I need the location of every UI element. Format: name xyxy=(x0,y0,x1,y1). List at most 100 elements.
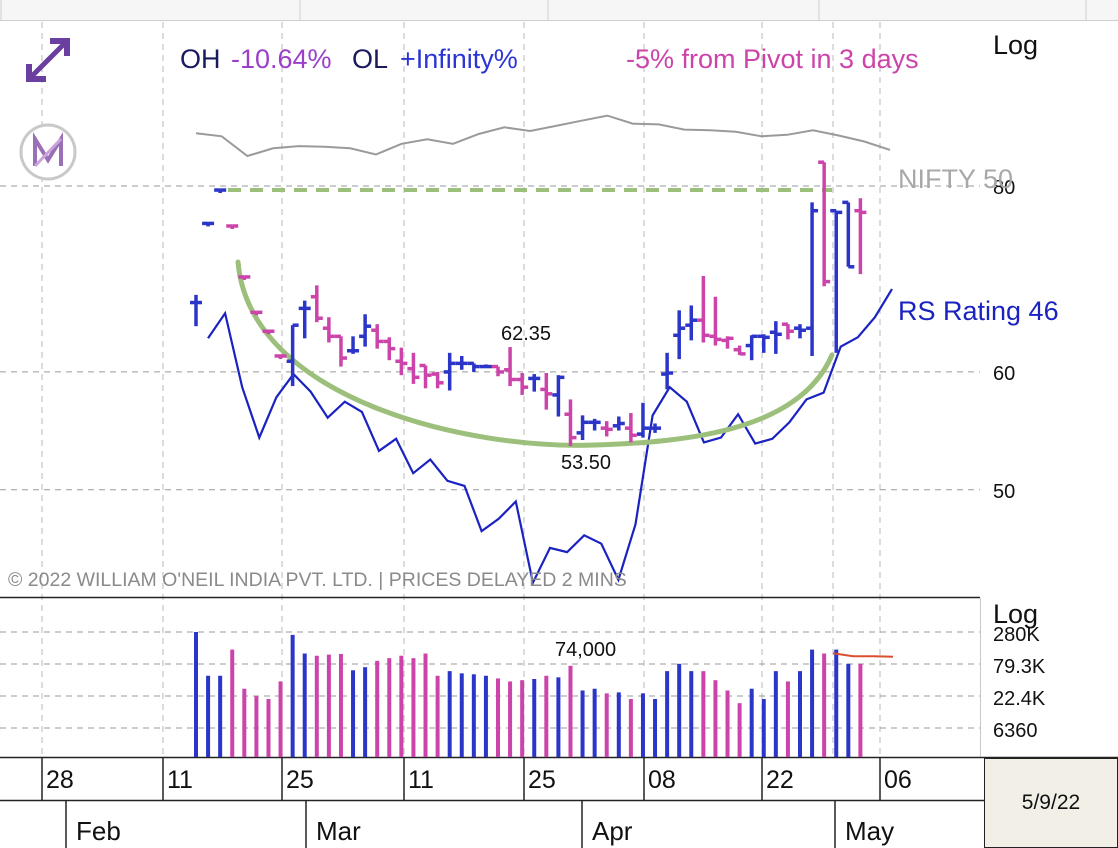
volume-bar xyxy=(471,674,476,757)
volume-bar xyxy=(665,671,670,757)
volume-bar xyxy=(810,649,815,757)
volume-bar xyxy=(580,690,585,757)
volume-bar xyxy=(375,660,380,757)
price-bar xyxy=(733,345,746,356)
price-bar xyxy=(576,415,589,441)
x-month-label-1: Mar xyxy=(316,816,361,846)
annotation-low: 53.50 xyxy=(561,452,611,474)
price-tick-label-0: 50 xyxy=(993,481,1015,503)
selected-date: 5/9/22 xyxy=(1021,791,1081,814)
price-bar xyxy=(407,352,420,384)
volume-bar xyxy=(761,699,766,757)
price-axis-ticks: 50 60 80 xyxy=(993,177,1015,503)
price-bar xyxy=(830,208,843,353)
x-day-label-6: 22 xyxy=(766,766,794,794)
price-bar xyxy=(818,160,831,287)
expand-arrows-icon xyxy=(26,38,70,82)
x-day-label-3: 11 xyxy=(408,766,434,794)
price-bar xyxy=(685,305,698,341)
volume-tick-label-1: 79.3K xyxy=(993,656,1046,678)
volume-tick-label-3: 6360 xyxy=(993,720,1038,742)
price-bar xyxy=(721,336,734,349)
volume-bar xyxy=(532,679,537,757)
price-bar xyxy=(443,352,456,391)
volume-bar xyxy=(459,673,464,757)
price-bar xyxy=(612,416,625,431)
volume-bar xyxy=(785,681,790,757)
volume-scale-label: Log xyxy=(993,599,1038,629)
price-bar xyxy=(504,347,517,387)
price-bar xyxy=(371,324,384,349)
volume-bar xyxy=(387,658,392,757)
volume-bar xyxy=(701,671,706,757)
price-bar xyxy=(806,202,819,356)
volume-bar xyxy=(508,681,513,757)
x-day-label-7: 06 xyxy=(884,766,912,794)
volume-bar xyxy=(266,699,271,757)
volume-bar xyxy=(725,690,730,757)
volume-bar xyxy=(278,681,283,757)
volume-bar xyxy=(628,699,633,757)
price-bar xyxy=(673,310,686,360)
x-day-label-2: 25 xyxy=(286,766,314,794)
price-bar xyxy=(322,317,335,343)
cup-arc xyxy=(235,259,835,448)
volume-bar xyxy=(290,634,295,757)
volume-bar xyxy=(206,675,211,757)
expand-chart-button[interactable] xyxy=(22,34,74,86)
price-tick-label-2: 80 xyxy=(993,177,1015,199)
pivot-distance-text: -5% from Pivot in 3 days xyxy=(626,44,919,74)
price-bar xyxy=(624,413,637,443)
volume-bar xyxy=(568,665,573,757)
price-bar xyxy=(419,363,432,389)
rs-line xyxy=(207,288,893,587)
ol-label: OL xyxy=(352,44,388,74)
marketsmith-logo-button[interactable] xyxy=(18,122,78,182)
price-bar xyxy=(455,355,468,370)
volume-bar xyxy=(338,653,343,757)
marketsmith-logo-icon xyxy=(19,123,77,181)
price-bar xyxy=(262,329,275,335)
volume-average-polyline xyxy=(832,652,894,658)
volume-bar xyxy=(242,688,247,757)
rs-rating-label: RS Rating 46 xyxy=(898,296,1059,326)
price-bar xyxy=(757,334,770,353)
volume-bars xyxy=(194,632,863,757)
volume-bar xyxy=(616,692,621,757)
price-bar xyxy=(395,347,408,376)
volume-bar xyxy=(435,675,440,757)
price-bar xyxy=(190,294,202,327)
price-bar xyxy=(274,354,287,359)
price-bar xyxy=(745,334,758,361)
volume-bar xyxy=(737,703,742,757)
volume-bar xyxy=(314,655,319,757)
price-bar xyxy=(467,361,480,372)
volume-average-line xyxy=(832,652,894,658)
x-day-label-0: 28 xyxy=(46,766,74,794)
price-bar xyxy=(600,421,613,437)
price-bar xyxy=(540,373,553,410)
price-bar xyxy=(492,364,504,377)
price-bar xyxy=(359,314,372,347)
volume-bar xyxy=(483,675,488,757)
volume-bar xyxy=(544,675,549,757)
price-bar xyxy=(516,373,529,395)
volume-annotation: 74,000 xyxy=(555,639,616,661)
price-bar xyxy=(528,374,541,392)
price-bars xyxy=(190,160,867,447)
cup-pattern-group xyxy=(228,188,835,448)
price-bar xyxy=(794,324,806,339)
volume-tick-label-0: 280K xyxy=(993,624,1040,646)
selected-date-box: 5/9/22 xyxy=(984,758,1118,848)
price-tick-label-1: 60 xyxy=(993,363,1015,385)
volume-tick-label-2: 22.4K xyxy=(993,688,1046,710)
volume-bar xyxy=(822,653,827,757)
x-month-label-0: Feb xyxy=(76,816,121,846)
price-bar xyxy=(649,423,662,433)
oh-label: OH xyxy=(180,44,221,74)
volume-bar xyxy=(556,677,561,757)
volume-bar xyxy=(230,649,235,757)
price-bar xyxy=(709,296,722,346)
volume-bar xyxy=(399,655,404,757)
